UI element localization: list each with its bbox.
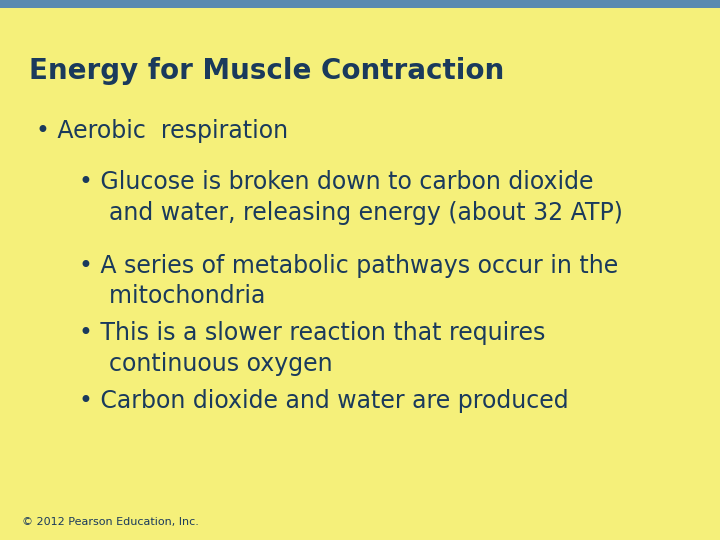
Text: • This is a slower reaction that requires
    continuous oxygen: • This is a slower reaction that require… xyxy=(79,321,546,376)
Text: • Aerobic  respiration: • Aerobic respiration xyxy=(36,119,288,143)
Text: • Carbon dioxide and water are produced: • Carbon dioxide and water are produced xyxy=(79,389,569,413)
Text: Energy for Muscle Contraction: Energy for Muscle Contraction xyxy=(29,57,504,85)
Text: • A series of metabolic pathways occur in the
    mitochondria: • A series of metabolic pathways occur i… xyxy=(79,254,618,308)
Bar xyxy=(0,0,720,8)
Text: © 2012 Pearson Education, Inc.: © 2012 Pearson Education, Inc. xyxy=(22,516,199,526)
Text: • Glucose is broken down to carbon dioxide
    and water, releasing energy (abou: • Glucose is broken down to carbon dioxi… xyxy=(79,170,623,225)
